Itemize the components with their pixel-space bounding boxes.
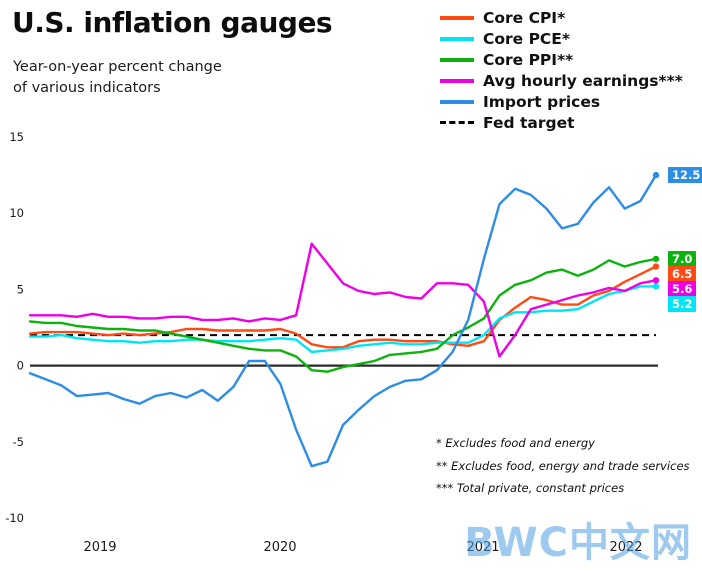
legend-swatch-core-cpi	[440, 15, 474, 20]
series-line-avg-hourly-earnings	[28, 242, 658, 358]
chart-title: U.S. inflation gauges	[12, 6, 333, 39]
subtitle-line-1: Year-on-year percent change	[13, 59, 222, 75]
legend-label-avg-hourly-earnings: Avg hourly earnings***	[483, 71, 683, 90]
legend-label-core-ppi: Core PPI**	[483, 50, 574, 69]
end-value-label-avg-hourly-earnings: 5.6	[668, 280, 697, 297]
y-tick-label-10: 10	[9, 206, 24, 220]
y-tick-label-0: 0	[17, 359, 24, 373]
chart-subtitle: Year-on-year percent change of various i…	[13, 57, 222, 99]
series-line-core-cpi	[28, 265, 658, 349]
x-tick-label-2019: 2019	[83, 540, 116, 555]
footnote-2: ** Excludes food, energy and trade servi…	[436, 458, 690, 473]
legend-swatch-avg-hourly-earnings	[440, 78, 474, 83]
end-value-label-core-cpi: 6.5	[668, 265, 697, 282]
series-line-core-ppi	[28, 257, 658, 373]
watermark: BWC中文网	[464, 520, 692, 566]
legend-label-core-pce: Core PCE*	[483, 29, 571, 48]
legend-swatch-import-prices	[440, 99, 474, 104]
legend-item-fed-target: Fed target	[440, 112, 683, 133]
end-value-label-core-ppi: 7.0	[668, 250, 697, 267]
series-line-core-pce	[28, 285, 658, 354]
footnote-3: *** Total private, constant prices	[436, 481, 625, 495]
y-tick-label--10: -10	[5, 511, 24, 525]
legend-label-core-cpi: Core CPI*	[483, 8, 566, 27]
legend-item-core-cpi: Core CPI*	[440, 7, 683, 28]
legend-swatch-core-pce	[440, 36, 474, 41]
legend-item-core-ppi: Core PPI**	[440, 49, 683, 70]
x-tick-label-2021: 2021	[466, 540, 499, 555]
series-end-dot-core-pce	[652, 283, 660, 290]
subtitle-line-2: of various indicators	[13, 80, 161, 96]
legend-label-import-prices: Import prices	[483, 92, 601, 111]
legend-item-import-prices: Import prices	[440, 91, 683, 112]
chart-legend: Core CPI* Core PCE* Core PPI** Avg hourly e…	[440, 7, 683, 133]
y-tick-label--5: -5	[13, 435, 24, 449]
legend-item-avg-hourly-earnings: Avg hourly earnings***	[440, 70, 683, 91]
series-line-import-prices	[28, 173, 658, 468]
end-value-label-import-prices: 12.5	[668, 167, 702, 184]
x-tick-label-2020: 2020	[263, 540, 296, 555]
legend-swatch-core-ppi	[440, 57, 474, 62]
legend-item-core-pce: Core PCE*	[440, 28, 683, 49]
series-end-dot-import-prices	[652, 171, 660, 179]
chart-footnotes: * Excludes food and energy ** Excludes f…	[436, 432, 690, 500]
legend-swatch-fed-target	[440, 121, 474, 124]
series-end-dot-core-cpi	[652, 263, 660, 270]
y-tick-label-15: 15	[9, 130, 24, 144]
footnote-1: * Excludes food and energy	[436, 436, 595, 450]
x-tick-label-2022: 2022	[609, 540, 642, 555]
series-end-dot-core-ppi	[652, 255, 660, 263]
series-end-dot-avg-hourly-earnings	[652, 277, 660, 284]
y-tick-label-5: 5	[17, 282, 24, 296]
end-value-label-core-pce: 5.2	[668, 295, 697, 312]
legend-label-fed-target: Fed target	[483, 113, 575, 132]
